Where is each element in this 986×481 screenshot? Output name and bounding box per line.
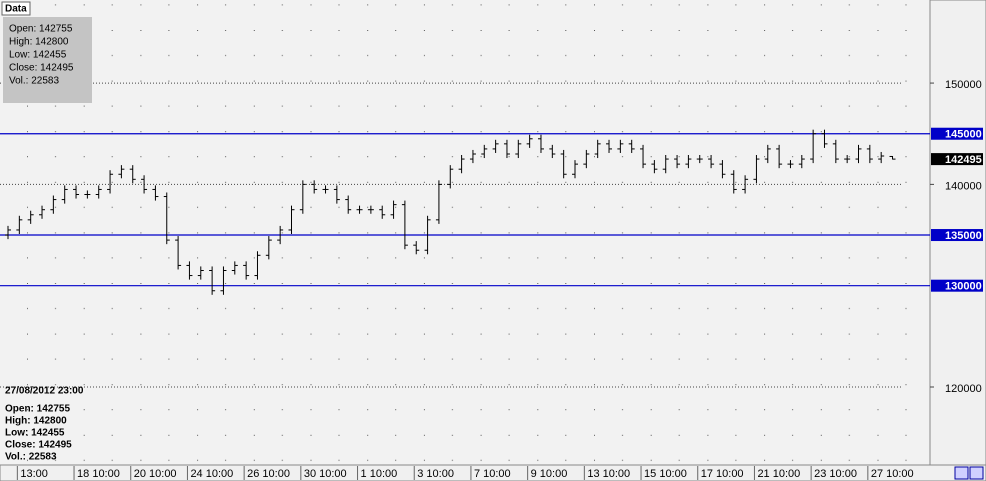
x-tick-label: 9 10:00: [531, 468, 568, 480]
x-tick-label: 1 10:00: [361, 468, 398, 480]
x-tick-label: 3 10:00: [417, 468, 454, 480]
info-line: Close: 142495: [9, 63, 74, 74]
x-tick-label: 20 10:00: [134, 468, 177, 480]
price-label-box: [931, 279, 983, 292]
x-tick-label: 15 10:00: [644, 468, 687, 480]
tab-label[interactable]: Data: [5, 4, 27, 15]
info-line: Low: 142455: [9, 50, 67, 61]
x-tick-label: 24 10:00: [190, 468, 233, 480]
x-tick-label: 18 10:00: [77, 468, 120, 480]
info-line: Vol.: 22583: [9, 76, 59, 87]
x-tick-label: 13:00: [20, 468, 48, 480]
info-lines: Open: 142755 High: 142800 Low: 142455 Close…: [9, 24, 74, 87]
x-tick-label: 13 10:00: [587, 468, 630, 480]
x-tick-label: 26 10:00: [247, 468, 290, 480]
chart-layer: 120000 140000 150000 130000 135000 145000 13:0…: [0, 79, 983, 480]
price-label: 135000: [945, 230, 982, 242]
x-tick-label: 27 10:00: [871, 468, 914, 480]
info-line: Open: 142755: [9, 24, 73, 35]
time-axis: [0, 464, 986, 481]
x-tick-label: 30 10:00: [304, 468, 347, 480]
info-line: Vol.: 22583: [5, 452, 57, 463]
price-label: 145000: [945, 129, 982, 141]
y-tick-label: 120000: [945, 383, 982, 395]
data-tab[interactable]: [1, 1, 31, 16]
scroll-right-button[interactable]: [969, 466, 984, 480]
last-price-box: [931, 153, 983, 166]
dot-grid: [0, 0, 930, 465]
x-tick-label: 7 10:00: [474, 468, 511, 480]
last-price-label: 142495: [945, 154, 982, 166]
info-line: Open: 142755: [5, 404, 70, 415]
x-tick-label: 17 10:00: [701, 468, 744, 480]
y-tick-label: 140000: [945, 180, 982, 192]
info-box: [3, 17, 92, 103]
info-line: Low: 142455: [5, 428, 65, 439]
y-tick-label: 150000: [945, 79, 982, 91]
price-label-box: [931, 127, 983, 140]
bottom-date: 27/08/2012 23:00: [5, 386, 84, 397]
info-line: High: 142800: [5, 416, 67, 427]
scroll-left-button[interactable]: [954, 466, 969, 480]
x-tick-label: 21 10:00: [757, 468, 800, 480]
price-label: 130000: [945, 281, 982, 293]
info-line: Close: 142495: [5, 440, 72, 451]
info-line: High: 142800: [9, 37, 69, 48]
price-label-box: [931, 229, 983, 242]
x-tick-label: 23 10:00: [814, 468, 857, 480]
